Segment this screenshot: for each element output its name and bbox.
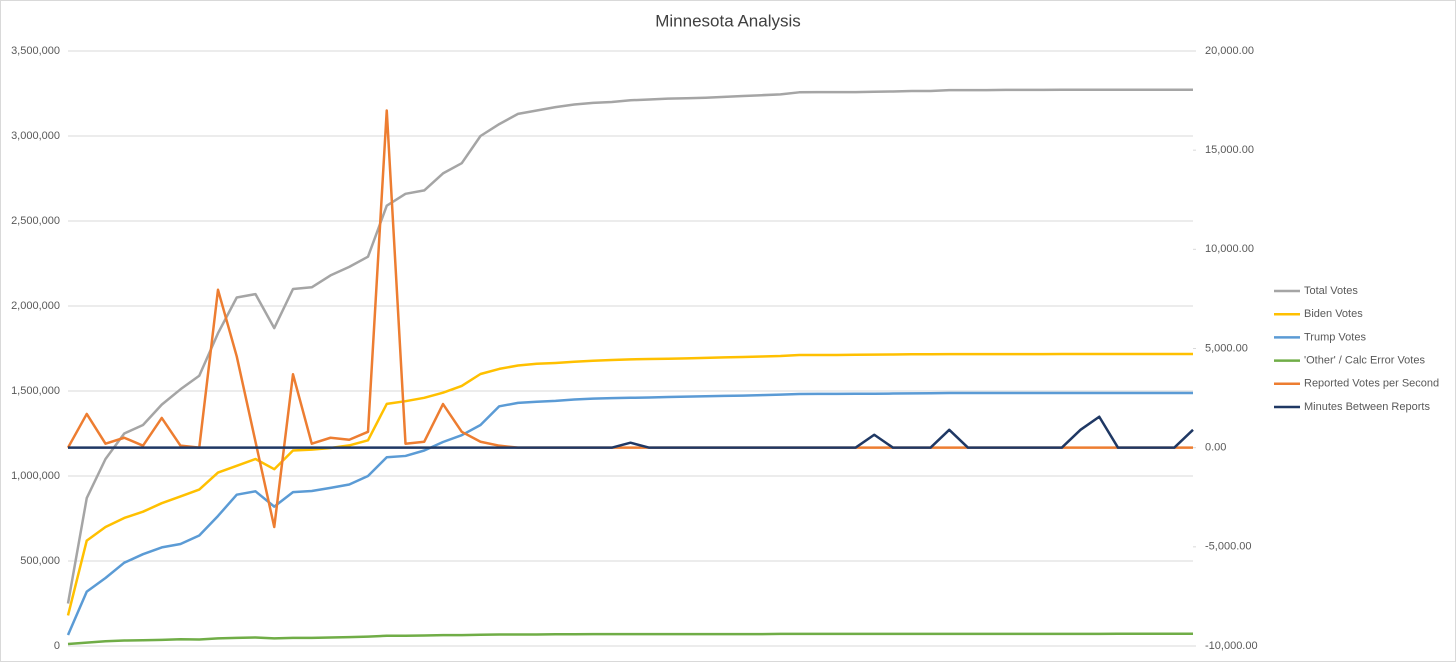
y2-tick-label: 20,000.00 <box>1205 45 1254 57</box>
y-tick-label: 3,500,000 <box>11 45 60 57</box>
legend-label: Trump Votes <box>1304 331 1366 343</box>
series-line <box>66 391 1193 636</box>
y2-tick-label: 0.00 <box>1205 442 1226 454</box>
chart-title: Minnesota Analysis <box>655 11 801 30</box>
y-tick-label: 3,000,000 <box>11 130 60 142</box>
legend-label: Biden Votes <box>1304 308 1363 320</box>
series-line <box>66 88 1193 604</box>
legend-label: Total Votes <box>1304 285 1358 297</box>
y2-tick-label: 5,000.00 <box>1205 342 1248 354</box>
y2-tick-label: -5,000.00 <box>1205 541 1251 553</box>
y2-tick-label: -10,000.00 <box>1205 640 1258 652</box>
y-tick-label: 1,000,000 <box>11 470 60 482</box>
legend-label: 'Other' / Calc Error Votes <box>1304 355 1425 367</box>
y2-tick-label: 10,000.00 <box>1205 243 1254 255</box>
y-tick-label: 500,000 <box>20 555 60 567</box>
y2-tick-label: 15,000.00 <box>1205 144 1254 156</box>
series-line <box>68 415 1194 449</box>
y-tick-label: 0 <box>54 640 60 652</box>
legend-label: Minutes Between Reports <box>1304 401 1430 413</box>
y-tick-label: 2,500,000 <box>11 215 60 227</box>
y-tick-label: 2,000,000 <box>11 300 60 312</box>
y-tick-label: 1,500,000 <box>11 385 60 397</box>
legend-label: Reported Votes per Second <box>1304 378 1439 390</box>
series-line <box>67 632 1193 646</box>
series-line <box>66 352 1193 616</box>
